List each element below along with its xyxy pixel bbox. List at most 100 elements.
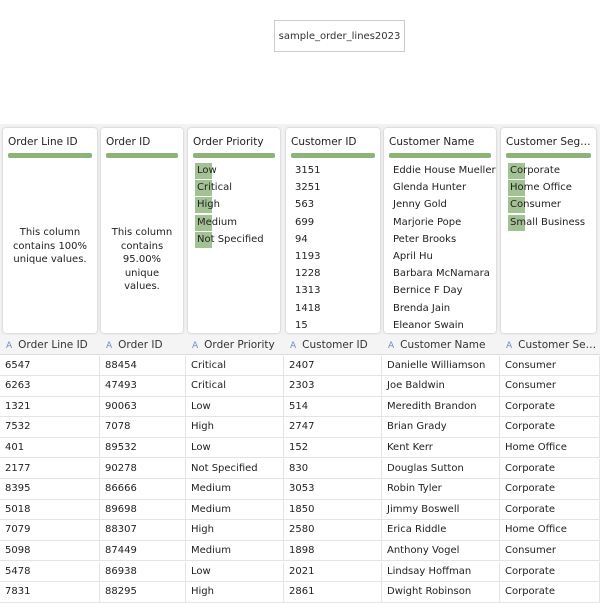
table-cell: 5098 xyxy=(0,540,100,562)
profile-value: Bernice F Day xyxy=(393,285,463,297)
profile-value: Corporate xyxy=(508,163,560,179)
type-icon: A xyxy=(388,341,395,351)
profile-value: Consumer xyxy=(508,197,561,214)
profile-card[interactable]: Order Line ID This column contains 100% u… xyxy=(3,128,97,333)
table-cell: 7831 xyxy=(0,582,100,603)
table-cell: Low xyxy=(186,437,284,459)
table-cell: 90278 xyxy=(100,458,186,480)
table-row: 5478 86938 Low 2021 Lindsay Hoffman Corporate xyxy=(0,561,600,583)
profile-card[interactable]: Customer Name Eddie House Mueller Glenda H… xyxy=(384,128,496,333)
table-cell: Anthony Vogel xyxy=(382,540,500,562)
profile-value: Brenda Jain xyxy=(393,302,451,314)
table-row: 6547 88454 Critical 2407 Danielle Williamson… xyxy=(0,355,600,377)
table-cell: Corporate xyxy=(500,479,600,500)
profile-bar xyxy=(193,153,275,158)
column-name: Order Line ID xyxy=(18,339,88,351)
profile-card[interactable]: Order Priority Low Critical High Medium Not S… xyxy=(188,128,280,333)
table-cell: 1321 xyxy=(0,396,100,418)
table-cell: Erica Riddle xyxy=(382,520,500,541)
profile-bar xyxy=(8,153,92,158)
table-cell: 7532 xyxy=(0,417,100,438)
profile-value: Jenny Gold xyxy=(393,199,447,211)
table-cell: 2747 xyxy=(284,417,382,438)
table-cell: Medium xyxy=(186,479,284,500)
table-cell: Corporate xyxy=(500,396,600,418)
table-row: 5098 87449 Medium 1898 Anthony Vogel Consumer xyxy=(0,540,600,562)
table-cell: Corporate xyxy=(500,582,600,603)
table-cell: 7078 xyxy=(100,417,186,438)
table-cell: Medium xyxy=(186,540,284,562)
column-name: Order ID xyxy=(118,339,163,351)
table-cell: 88295 xyxy=(100,582,186,603)
type-icon: A xyxy=(506,341,513,351)
column-name: Order Priority xyxy=(204,339,275,351)
table-cell: 3053 xyxy=(284,479,382,500)
table-cell: 2407 xyxy=(284,355,382,377)
dataset-title[interactable]: sample_order_lines2023 xyxy=(274,20,405,52)
profile-note: This column contains 95.00% unique value… xyxy=(111,227,173,292)
table-cell: 90063 xyxy=(100,396,186,418)
table-cell: 830 xyxy=(284,458,382,480)
type-icon: A xyxy=(106,341,113,351)
column-header[interactable]: A Customer Name xyxy=(382,335,500,355)
type-icon: A xyxy=(6,341,13,351)
table-cell: 2861 xyxy=(284,582,382,603)
profile-value: Eddie House Mueller xyxy=(393,165,496,176)
profile-value: Medium xyxy=(195,214,237,231)
table-cell: Critical xyxy=(186,355,284,377)
profile-bar xyxy=(389,153,491,158)
table-cell: 88454 xyxy=(100,355,186,377)
table-cell: High xyxy=(186,582,284,603)
table-cell: High xyxy=(186,417,284,438)
column-header[interactable]: A Order Line ID xyxy=(0,335,100,355)
table-cell: Douglas Sutton xyxy=(382,458,500,480)
table-cell: Lindsay Hoffman xyxy=(382,561,500,583)
table-cell: Consumer xyxy=(500,355,600,377)
profile-value: Barbara McNamara xyxy=(393,268,490,280)
profile-note: This column contains 100% unique values. xyxy=(12,227,88,265)
table-cell: 8395 xyxy=(0,479,100,500)
table-cell: Low xyxy=(186,561,284,583)
profile-value: 15 xyxy=(295,319,308,331)
table-row: 2177 90278 Not Specified 830 Douglas Sutton C… xyxy=(0,458,600,480)
profile-value: 699 xyxy=(295,216,315,228)
profile-value: 563 xyxy=(295,199,315,211)
column-header[interactable]: A Order ID xyxy=(100,335,186,355)
profile-value: Home Office xyxy=(508,180,572,197)
table-row: 5018 89698 Medium 1850 Jimmy Boswell Corporat… xyxy=(0,499,600,521)
table-cell: 401 xyxy=(0,437,100,459)
table-cell: Dwight Robinson xyxy=(382,582,500,603)
profile-value: 1228 xyxy=(295,268,321,280)
profile-column-name: Customer Name xyxy=(389,136,475,148)
table-cell: Danielle Williamson xyxy=(382,355,500,377)
table-cell: Corporate xyxy=(500,417,600,438)
table-cell: 6547 xyxy=(0,355,100,377)
profile-value: Critical xyxy=(195,180,232,197)
table-cell: Corporate xyxy=(500,458,600,480)
profile-column-name: Customer ID xyxy=(291,136,357,148)
table-cell: 2303 xyxy=(284,376,382,397)
profile-bar xyxy=(106,153,178,158)
table-cell: 6263 xyxy=(0,376,100,397)
column-header[interactable]: A Order Priority xyxy=(186,335,284,355)
profile-card[interactable]: Order ID This column contains 95.00% uniq… xyxy=(101,128,183,333)
column-header[interactable]: A Customer Segment xyxy=(500,335,600,355)
table-cell: Home Office xyxy=(500,520,600,541)
profile-column-name: Order ID xyxy=(106,136,151,148)
table-cell: Kent Kerr xyxy=(382,437,500,459)
profile-value: April Hu xyxy=(393,251,433,262)
column-header[interactable]: A Customer ID xyxy=(284,335,382,355)
table-cell: 86666 xyxy=(100,479,186,500)
profile-value: 3151 xyxy=(295,165,321,176)
profile-value: 1193 xyxy=(295,251,321,262)
table-cell: 86938 xyxy=(100,561,186,583)
profile-value: 1313 xyxy=(295,285,321,297)
table-cell: 89532 xyxy=(100,437,186,459)
table-cell: Brian Grady xyxy=(382,417,500,438)
profile-card[interactable]: Customer ID 3151 3251 563 699 94 1193 1228 1313 1… xyxy=(286,128,380,333)
profile-value: 1418 xyxy=(295,302,321,314)
table-cell: Not Specified xyxy=(186,458,284,480)
table-cell: 89698 xyxy=(100,499,186,521)
profile-value: 3251 xyxy=(295,182,321,194)
